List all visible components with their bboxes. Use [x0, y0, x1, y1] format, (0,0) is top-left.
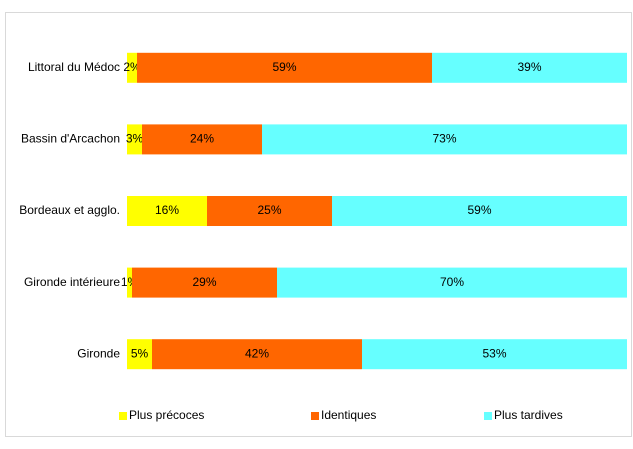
data-label: 2%: [123, 60, 141, 74]
legend-swatch: [311, 412, 319, 420]
bar-segment: [432, 52, 627, 83]
legend-label: Identiques: [321, 408, 376, 422]
data-label: 39%: [517, 60, 541, 74]
data-label: 73%: [432, 132, 456, 146]
data-label: 59%: [272, 60, 296, 74]
category-label: Bassin d'Arcachon: [21, 132, 120, 146]
legend-swatch: [484, 412, 492, 420]
data-label: 29%: [192, 275, 216, 289]
data-label: 3%: [126, 132, 144, 146]
category-label: Bordeaux et agglo.: [19, 203, 120, 217]
data-label: 42%: [245, 346, 269, 360]
bar-segment: [137, 52, 432, 83]
data-label: 16%: [155, 203, 179, 217]
category-label: Littoral du Médoc: [28, 60, 120, 74]
data-label: 5%: [131, 346, 149, 360]
category-label: Gironde intérieure: [24, 275, 120, 289]
data-label: 70%: [440, 275, 464, 289]
bar-segment: [127, 124, 142, 155]
data-label: 53%: [482, 346, 506, 360]
legend-label: Plus tardives: [494, 408, 563, 422]
bar-segment: [127, 196, 207, 226]
bar-segment: [127, 52, 137, 83]
data-label: 25%: [257, 203, 281, 217]
bar-segment: [132, 267, 277, 298]
bar-segment: [332, 196, 627, 226]
data-label: 59%: [467, 203, 491, 217]
data-label: 24%: [190, 132, 214, 146]
category-label: Gironde: [77, 346, 120, 360]
bar-segment: [127, 267, 132, 298]
bar-segment: [142, 124, 262, 155]
bar-segment: [152, 339, 362, 370]
legend-label: Plus précoces: [129, 408, 204, 422]
bar-segment: [207, 196, 332, 226]
bar-segment: [362, 339, 627, 370]
bar-segment: [262, 124, 627, 155]
bar-segment: [277, 267, 627, 298]
legend-swatch: [119, 412, 127, 420]
bar-segment: [127, 339, 152, 370]
